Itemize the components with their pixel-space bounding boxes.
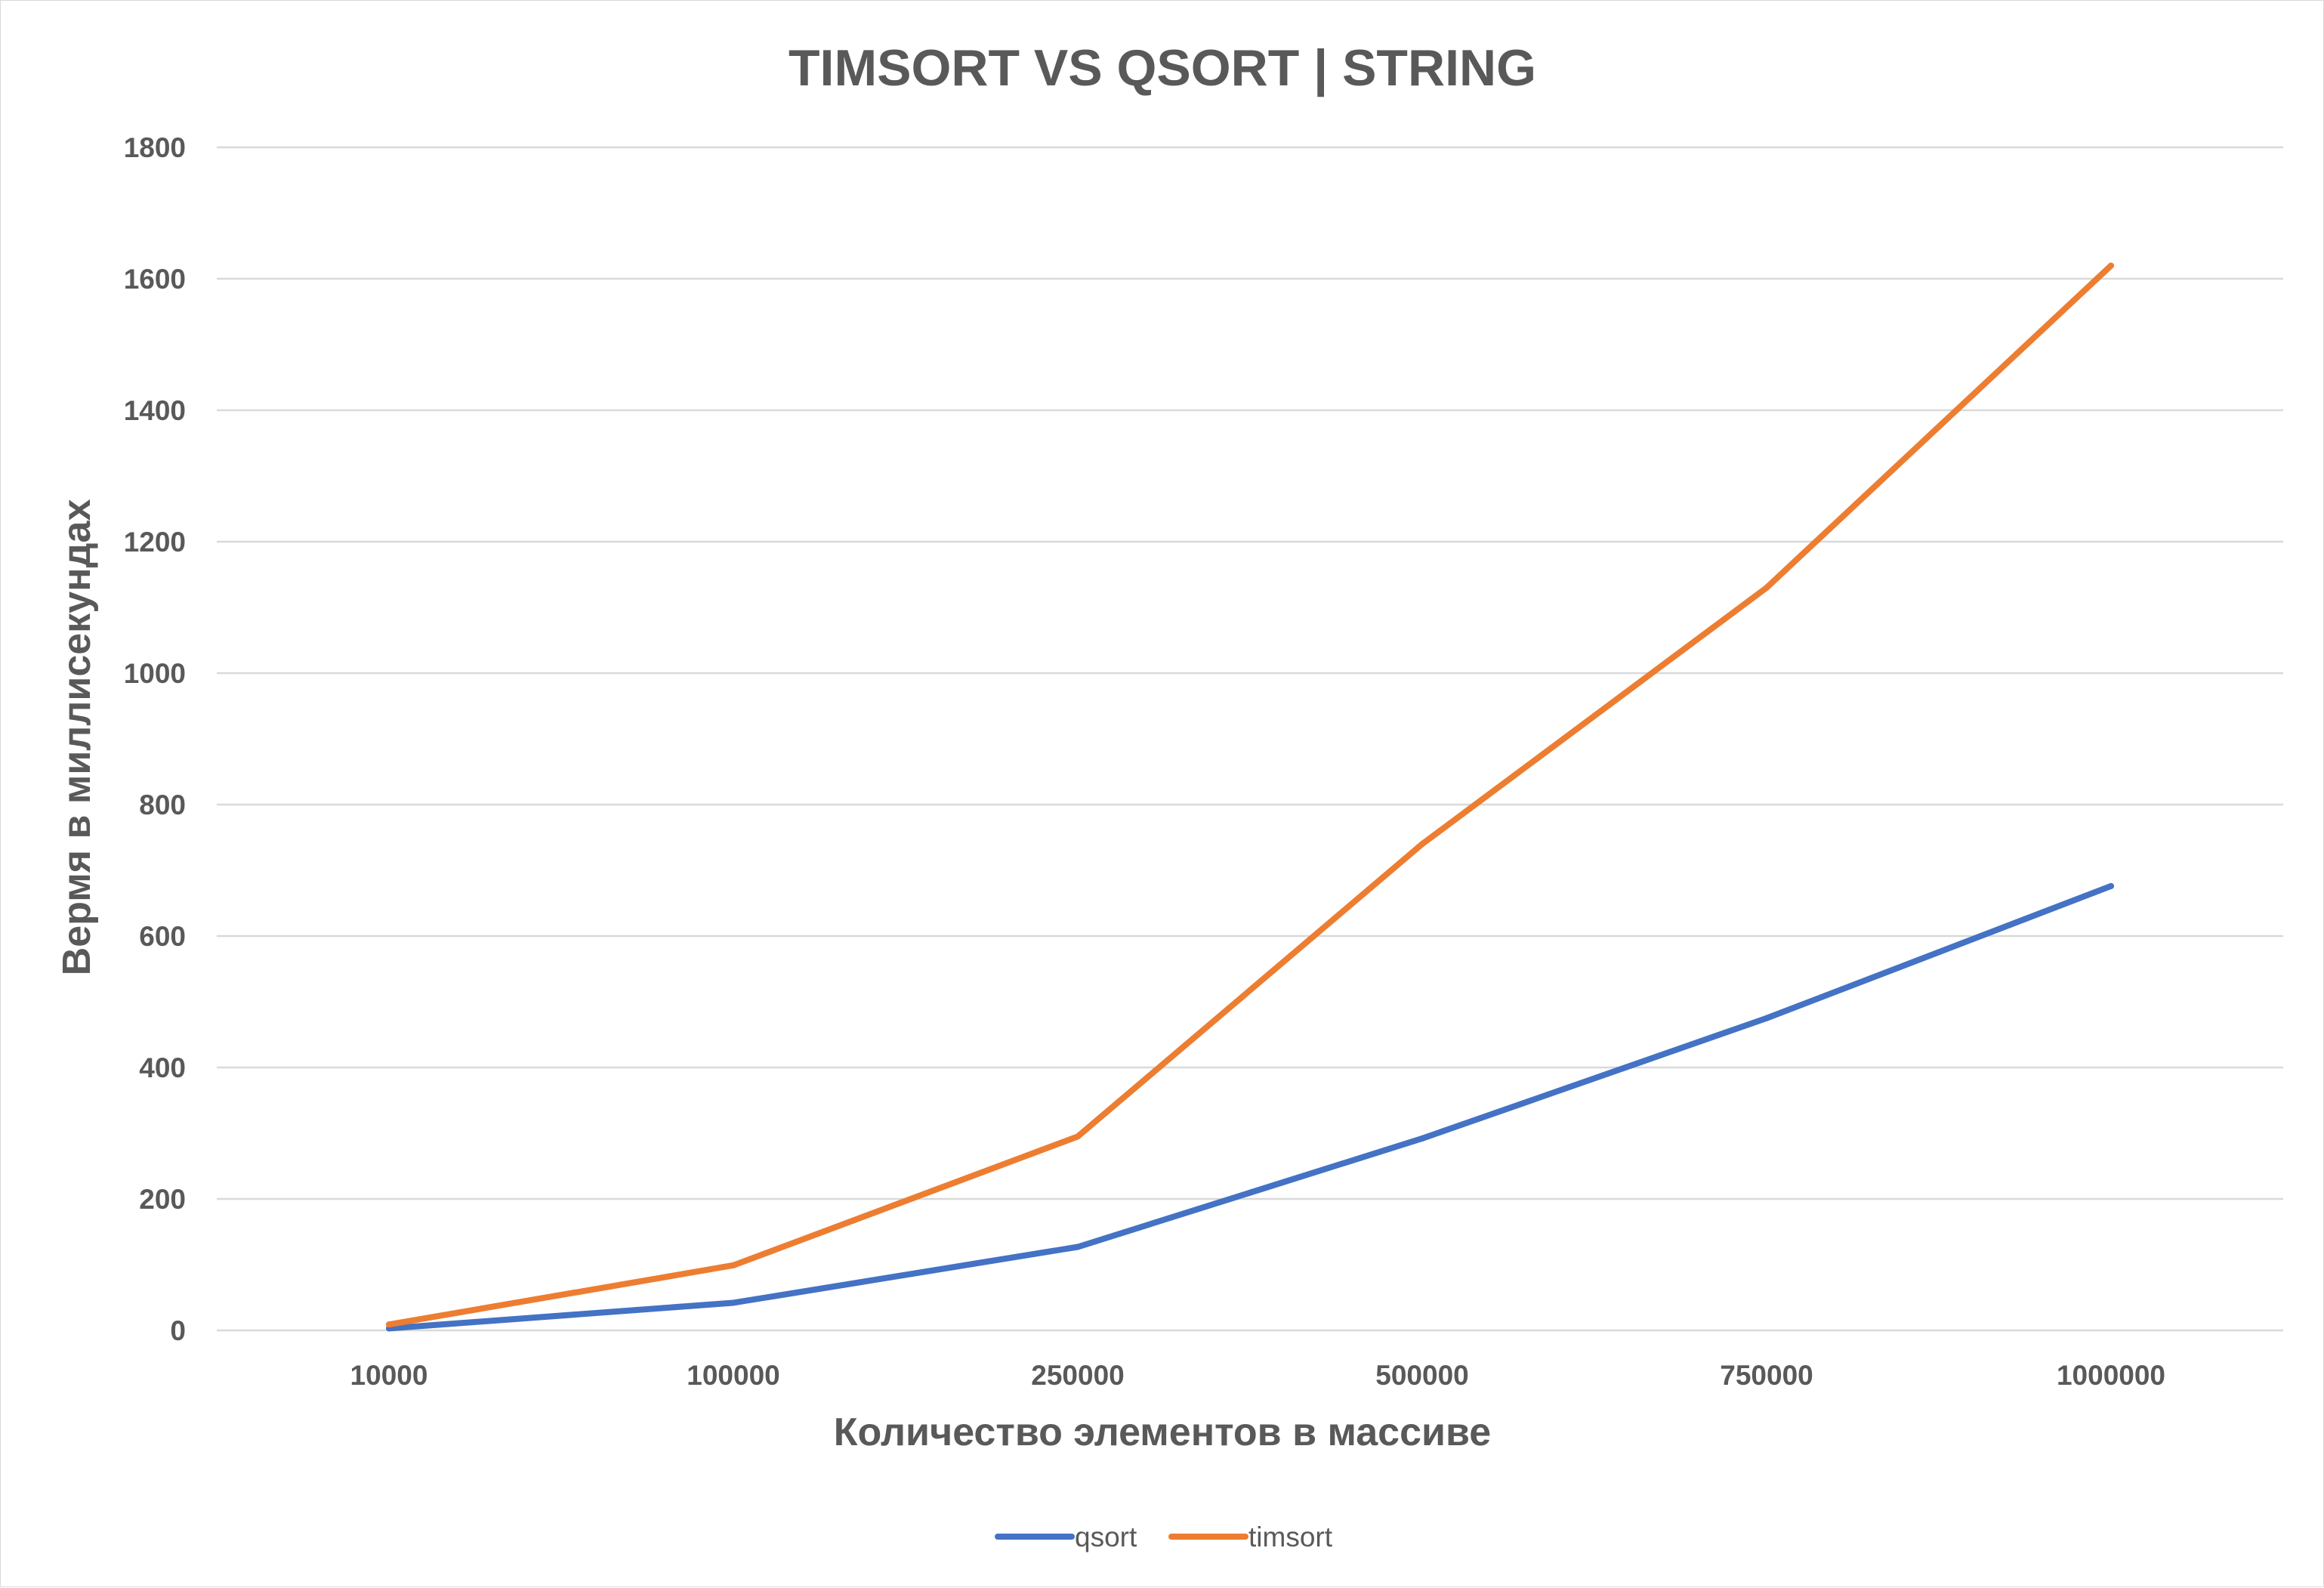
x-tick-label: 750000 bbox=[1720, 1360, 1813, 1391]
x-tick-label: 500000 bbox=[1375, 1360, 1468, 1391]
x-tick-label: 1000000 bbox=[2057, 1360, 2165, 1391]
data-point-timsort bbox=[386, 1321, 392, 1328]
data-point-timsort bbox=[730, 1262, 736, 1268]
legend: qsort timsort bbox=[995, 1522, 1333, 1552]
y-tick-label: 200 bbox=[139, 1184, 186, 1215]
y-tick-label: 1000 bbox=[124, 658, 186, 689]
gridlines bbox=[217, 146, 2283, 1332]
y-tick-label: 400 bbox=[139, 1052, 186, 1083]
x-tick-label: 100000 bbox=[687, 1360, 779, 1391]
y-tick-label: 1400 bbox=[124, 395, 186, 426]
y-tick-label: 1800 bbox=[124, 132, 186, 163]
y-axis-ticks: 0 200 400 600 800 1000 1200 1400 1600 1800 bbox=[124, 132, 186, 1346]
y-tick-label: 1200 bbox=[124, 527, 186, 558]
data-point-qsort bbox=[1764, 1015, 1770, 1021]
data-point-timsort bbox=[1075, 1133, 1081, 1140]
series-line-timsort bbox=[386, 262, 2114, 1328]
x-tick-label: 250000 bbox=[1031, 1360, 1124, 1391]
legend-label: timsort bbox=[1248, 1522, 1333, 1552]
data-point-timsort bbox=[1764, 584, 1770, 591]
data-point-qsort bbox=[1075, 1244, 1081, 1250]
data-point-qsort bbox=[2108, 882, 2114, 889]
x-axis-title: Количество элементов в массиве bbox=[834, 1410, 1491, 1454]
series-line-qsort bbox=[386, 882, 2114, 1332]
data-point-timsort bbox=[1419, 841, 1425, 848]
y-axis-title: Вермя в миллисекундах bbox=[55, 499, 99, 976]
legend-label: qsort bbox=[1075, 1522, 1137, 1552]
x-axis-ticks: 10000 100000 250000 500000 750000 1000000 bbox=[350, 1360, 2165, 1391]
y-tick-label: 600 bbox=[139, 921, 186, 952]
y-tick-label: 800 bbox=[139, 789, 186, 820]
legend-item-timsort: timsort bbox=[1168, 1522, 1333, 1552]
data-point-qsort bbox=[1419, 1135, 1425, 1142]
y-tick-label: 0 bbox=[170, 1315, 186, 1346]
y-tick-label: 1600 bbox=[124, 264, 186, 295]
legend-item-qsort: qsort bbox=[995, 1522, 1137, 1552]
data-point-qsort bbox=[730, 1299, 736, 1306]
x-tick-label: 10000 bbox=[350, 1360, 428, 1391]
chart-title: TIMSORT VS QSORT | STRING bbox=[789, 39, 1536, 97]
data-point-timsort bbox=[2108, 262, 2114, 269]
series-lines bbox=[386, 262, 2114, 1332]
